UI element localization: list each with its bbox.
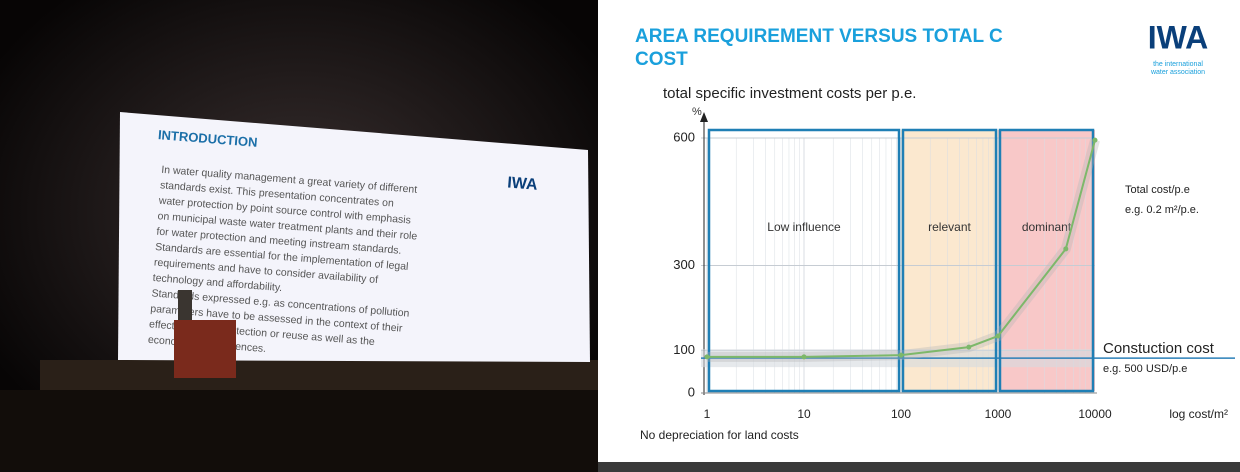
reference-label: Constuction cost [1103,340,1215,357]
point [996,334,1001,339]
region-label: dominant [1022,220,1072,234]
audience [0,390,598,472]
y-unit: % [692,106,702,118]
point [966,345,971,350]
y-tick-label: 0 [688,384,695,399]
y-tick-label: 600 [673,129,695,144]
region-label: Low influence [767,220,841,234]
x-tick-label: 10 [797,407,811,421]
stage [40,360,598,390]
x-axis-title: log cost/m² [1169,407,1228,421]
point [899,353,904,358]
logo: IWA [1148,19,1208,55]
logo-subtitle: the international [1153,61,1203,68]
slide-title: COST [635,49,688,70]
point [802,354,807,359]
stage-photo: INTRODUCTION IWA In water quality manage… [0,0,598,472]
x-tick-label: 1 [704,407,711,421]
x-tick-label: 10000 [1078,407,1112,421]
logo: IWA [507,174,539,193]
point [705,354,710,359]
footer-bar [598,462,1240,472]
y-axis-title: total specific investment costs per p.e. [663,85,916,102]
logo-subtitle: water association [1150,69,1205,76]
slide-title: AREA REQUIREMENT VERSUS TOTAL C [635,26,1003,47]
y-tick-label: 300 [673,257,695,272]
region-label: relevant [928,220,971,234]
podium [174,320,236,378]
point [1063,246,1068,251]
point [1093,138,1098,143]
series-subtitle: e.g. 0.2 m²/p.e. [1125,204,1199,216]
x-tick-label: 100 [891,407,911,421]
series-label: Total cost/p.e [1125,184,1190,196]
x-tick-label: 1000 [985,407,1012,421]
reference-subtitle: e.g. 500 USD/p.e [1103,363,1187,375]
note: No depreciation for land costs [640,428,799,442]
y-tick-label: 100 [673,342,695,357]
slide: AREA REQUIREMENT VERSUS TOTAL C COST IWA… [598,0,1240,472]
screen: INTRODUCTION IWA In water quality manage… [0,0,1240,472]
